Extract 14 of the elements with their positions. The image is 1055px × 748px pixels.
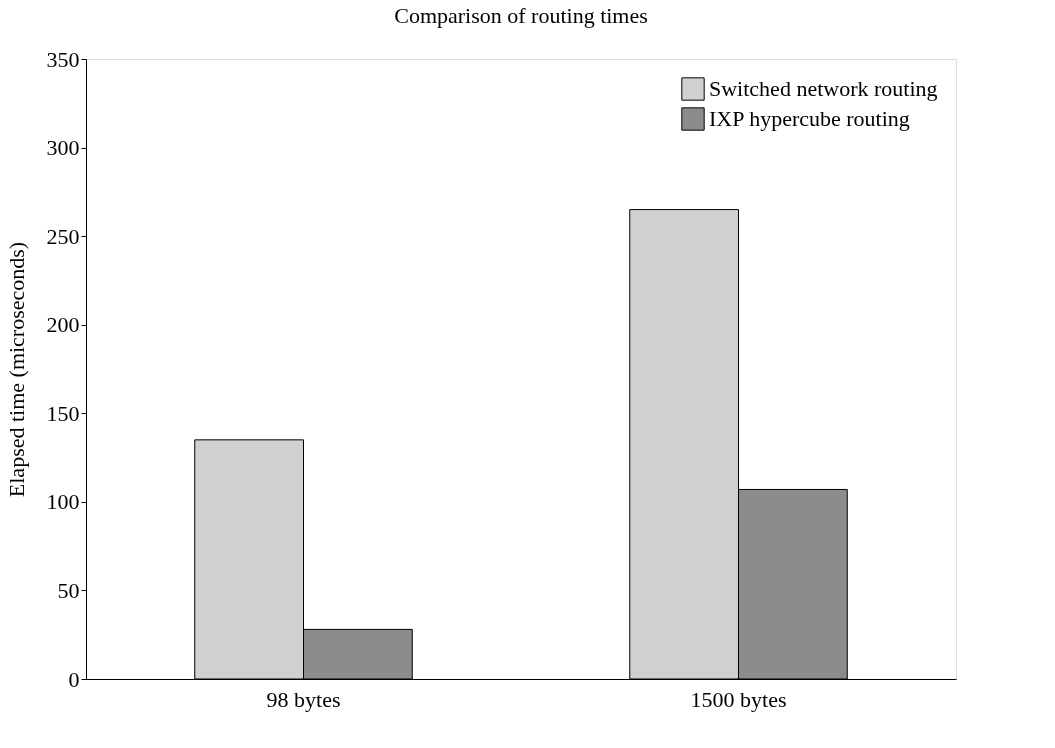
y-tick-label: 100 [46,489,80,515]
y-tick-label: 200 [46,312,80,338]
y-tick-label: 350 [46,46,80,72]
y-axis-title: Elapsed time (microseconds) [3,241,29,498]
legend-label: IXP hypercube routing [709,106,910,131]
y-tick-label: 300 [46,135,80,161]
y-tick-label: 150 [46,400,80,426]
legend-label: Switched network routing [709,76,938,101]
chart-title: Comparison of routing times [394,3,648,28]
x-tick-label: 1500 bytes [690,686,787,712]
y-tick-label: 0 [68,666,80,692]
y-tick-label: 50 [57,577,80,603]
x-tick-label: 98 bytes [266,686,341,712]
y-tick-label: 250 [46,223,80,249]
